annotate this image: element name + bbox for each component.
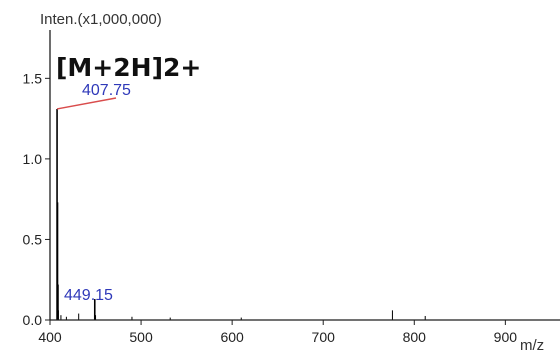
y-tick-label: 0.5: [23, 231, 43, 247]
peak-label: 449.15: [64, 287, 113, 304]
y-axis-title: Inten.(x1,000,000): [40, 11, 162, 28]
axis-ticks-group: 400 500 600 700 800 900 0.0 0.5 1.0 1.5: [23, 70, 518, 345]
x-tick-label: 800: [403, 329, 427, 345]
axes-group: [49, 30, 560, 321]
peak-label: 407.75: [82, 82, 131, 99]
y-tick-label: 0.0: [23, 312, 43, 328]
x-tick-label: 600: [220, 329, 244, 345]
y-tick-label: 1.0: [23, 151, 43, 167]
x-tick-label: 500: [129, 329, 153, 345]
x-axis-title: m/z: [520, 337, 544, 354]
peak-callout-line: [56, 97, 117, 110]
ion-annotation: [M+2H]2+: [56, 53, 201, 82]
x-tick-label: 900: [494, 329, 518, 345]
x-tick-label: 400: [38, 329, 62, 345]
peak-labels-group: 407.75 449.15: [56, 82, 131, 304]
y-tick-label: 1.5: [23, 70, 43, 86]
x-tick-label: 700: [312, 329, 336, 345]
